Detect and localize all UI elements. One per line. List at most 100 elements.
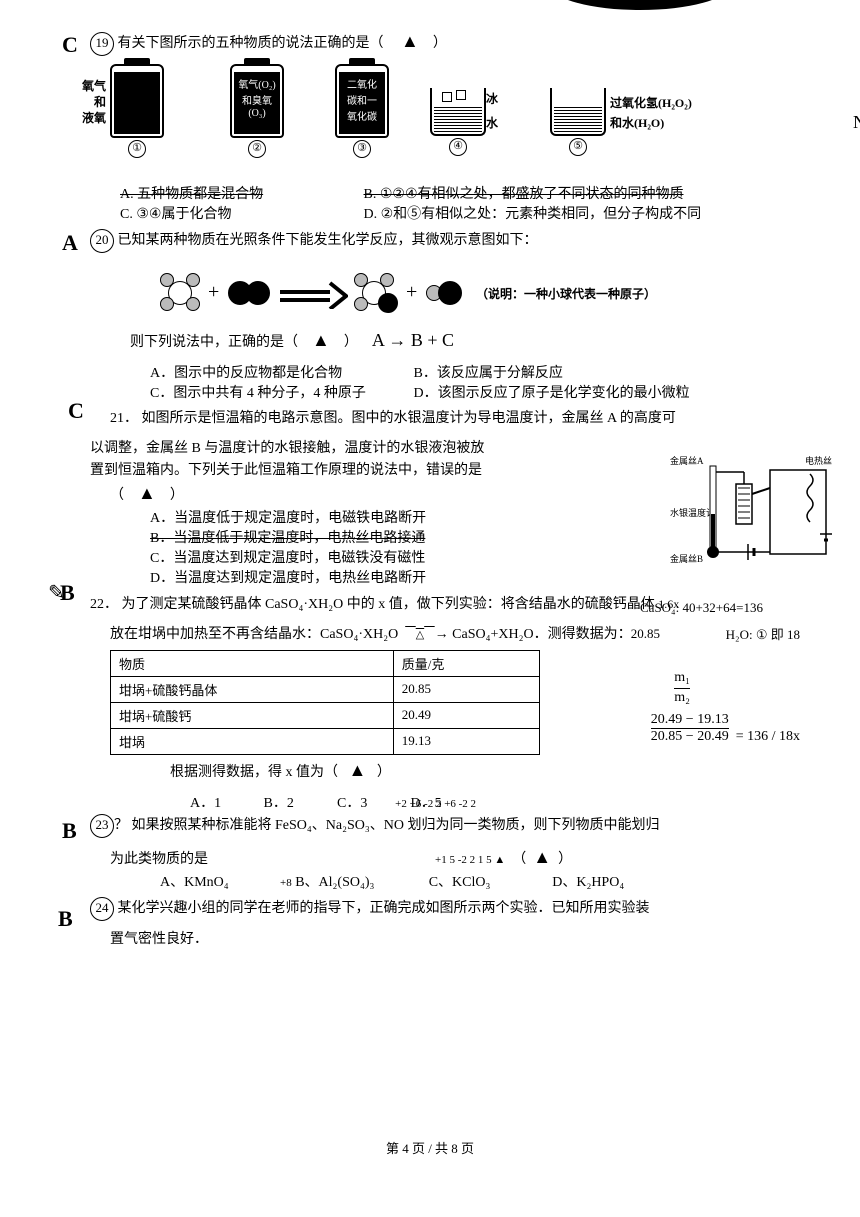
margin-char: N [853, 112, 860, 133]
q22-r1a: 坩埚+硫酸钙晶体 [111, 676, 394, 702]
q22-number: 22． [90, 597, 118, 612]
n4: ④ [449, 138, 467, 156]
q22-r1b: 20.85 [393, 676, 539, 702]
q22-th2: 质量/克 [393, 650, 539, 676]
q19-close: ） [433, 36, 447, 51]
q21-open: （ [110, 488, 124, 503]
q22-frac-top: 20.49 − 19.13 [651, 712, 729, 727]
q22-hand-check: ✎ [48, 580, 65, 605]
q19-opt-a: A. 五种物质都是混合物 [120, 183, 360, 203]
b1-l1: 氧气 [70, 78, 106, 94]
q20-text: 已知某两种物质在光照条件下能发生化学反应，其微观示意图如下： [118, 233, 538, 248]
q20-options: A．图示中的反应物都是化合物 B．该反应属于分解反应 C．图示中共有 4 种分子… [150, 362, 790, 402]
q23-open: （ [512, 852, 526, 867]
q23-handwritten-answer: B [62, 818, 77, 844]
q24-line2: 置气密性良好． [110, 929, 790, 951]
q19-opt-b: B. ①②④有相似之处，都盛放了不同状态的同种物质 [364, 187, 684, 202]
b1-l3: 液氧 [70, 110, 106, 126]
b1-l2: 和 [70, 94, 106, 110]
label-wireB: 金属丝B [670, 553, 703, 564]
q22-calc-top: 20.85 [631, 626, 660, 642]
b3-l3: 氧化碳 [337, 108, 387, 123]
q23-opt-b: B、Al₂(SO₄)₃ [295, 871, 425, 891]
n1: ① [128, 140, 146, 158]
b3-l1: 二氧化 [337, 76, 387, 91]
q19-number: 19 [90, 32, 114, 56]
q23-blank: ▲ [533, 847, 551, 867]
q23-options: A、KMnO₄+8 B、Al₂(SO₄)₃ C、KClO₃ D、K₂HPO₄ [160, 871, 790, 891]
q21: 21． 如图所示是恒温箱的电路示意图。图中的水银温度计为导电温度计，金属丝 A … [90, 408, 790, 430]
q22-opt-a: A．1 [190, 792, 260, 812]
q24-number: 24 [90, 897, 114, 921]
q23: 23？ 如果按照某种标准能将 FeSO₄、Na₂SO₃、NO 划归为同一类物质，… [90, 814, 790, 838]
q20-close: ） [344, 335, 358, 350]
q24-text: 某化学兴趣小组的同学在老师的指导下，正确完成如图所示两个实验．已知所用实验装 [118, 901, 650, 916]
q22-r3a: 坩埚 [111, 728, 394, 754]
q20-stem2: 则下列说法中，正确的是（ ▲ ） A → B + C [130, 329, 790, 354]
q21-number: 21． [110, 411, 138, 426]
label-wireA: 金属丝A [670, 455, 704, 466]
label-therm: 水银温度计 [670, 507, 715, 518]
q20-note: （说明：一种小球代表一种原子） [476, 285, 656, 302]
q23-text: 如果按照某种标准能将 FeSO₄、Na₂SO₃、NO 划归为同一类物质，则下列物… [132, 818, 660, 833]
q22-th1: 物质 [111, 650, 394, 676]
q22-text3: CaSO₄+XH₂O．测得数据为： [452, 627, 631, 642]
q22-text2: 放在坩埚中加热至不再含结晶水：CaSO₄·XH₂O [110, 627, 398, 642]
q21-blank: ▲ [138, 483, 156, 503]
q22-frac-rhs: = 136 / 18x [736, 729, 800, 744]
q20-opt-a: A．图示中的反应物都是化合物 [150, 362, 410, 382]
q22-r2a: 坩埚+硫酸钙 [111, 702, 394, 728]
q22-r2b: 20.49 [393, 702, 539, 728]
q19-handwritten-answer: C [62, 32, 78, 58]
b3-l2: 碳和一 [337, 92, 387, 107]
beaker2-a: 过氧化氢(H₂O₂) [610, 94, 692, 111]
q22-blank: ▲ [349, 760, 367, 780]
q22-line2: 放在坩埚中加热至不再含结晶水：CaSO₄·XH₂O △ → CaSO₄+XH₂O… [110, 624, 790, 646]
q20-opt-b: B．该反应属于分解反应 [414, 366, 563, 381]
n2: ② [248, 140, 266, 158]
b2-l3: (O₃) [232, 108, 282, 119]
b2-l1: 氧气(O₂) [232, 76, 282, 91]
q21-circuit-figure: 金属丝A 电热丝 水银温度计 金属丝B [670, 454, 840, 574]
q24-handwritten-answer: B [58, 906, 73, 932]
q23-opt-d: D、K₂HPO₄ [552, 875, 624, 890]
q22-arrow: △ [416, 629, 424, 641]
q23-opt-c: C、KClO₃ [429, 871, 549, 891]
q21-close: ） [170, 488, 184, 503]
q19-opt-d: D. ②和⑤有相似之处：元素种类相同，但分子构成不同 [364, 207, 702, 222]
beaker2-b: 和水(H₂O) [610, 114, 664, 131]
q23-line2: 为此类物质的是 +1 5 -2 2 1 5 ▲ （ ▲ ） [110, 846, 790, 871]
q23-handov: +1 5 -2 2 1 5 ▲ [435, 854, 505, 866]
q20-number: 20 [90, 229, 114, 253]
q22-frac: 20.49 − 19.13 20.85 − 20.49 = 136 / 18x [651, 712, 800, 745]
q22-m1: m₁ [674, 670, 690, 686]
n3: ③ [353, 140, 371, 158]
q23-text2: 为此类物质的是 [110, 852, 208, 867]
q19-figure: 氧气 和 液氧 ① 氧气(O₂) 和臭氧 (O₃) ② 二氧化 碳和一 氧化碳 [110, 64, 790, 179]
q22-calc-2: H₂O: ① 即 18 [726, 624, 800, 643]
q22-calc-1: CaSO₄: 40+32+64=136 [640, 600, 840, 616]
q20-opt-d: D．该图示反应了原子是化学变化的最小微粒 [414, 386, 690, 401]
q20-blank: ▲ [312, 330, 330, 350]
q19-options: A. 五种物质都是混合物 B. ①②④有相似之处，都盛放了不同状态的同种物质 C… [120, 183, 790, 223]
q22-m2: m₂ [674, 688, 690, 706]
q22-table: 物质质量/克 坩埚+硫酸钙晶体20.85 坩埚+硫酸钙20.49 坩埚19.13 [110, 650, 540, 755]
q22-stem2: 根据测得数据，得 x 值为（ ▲ ） [170, 759, 790, 784]
q21-handwritten-answer: C [68, 398, 84, 424]
q24: 24 某化学兴趣小组的同学在老师的指导下，正确完成如图所示两个实验．已知所用实验… [90, 897, 790, 921]
q20-handwritten-answer: A [62, 230, 78, 256]
q20-figure: + + （说明：一种小球代表一种原子） [150, 261, 790, 321]
q19-text: 有关下图所示的五种物质的说法正确的是（ [118, 36, 384, 51]
q22-handov: +2 +6 -2 2 +6 -2 2 [395, 798, 476, 810]
q22-frac-bot: 20.85 − 20.49 [651, 728, 729, 745]
q22-stem2-text: 根据测得数据，得 x 值为（ [170, 765, 338, 780]
q23-number: 23 [90, 814, 114, 838]
q20-hand-eq: A → B + C [372, 330, 454, 350]
q23-close: ） [558, 852, 572, 867]
q23-opt-a: A、KMnO₄ [160, 871, 280, 891]
q23-hand-after-a: +8 [280, 877, 292, 889]
q22-close: ） [377, 765, 391, 780]
q19-opt-c: C. ③④属于化合物 [120, 203, 360, 223]
n5: ⑤ [569, 138, 587, 156]
q22-options: A．1 B．2 C．3 D．5 +2 +6 -2 2 +6 -2 2 [190, 792, 790, 812]
